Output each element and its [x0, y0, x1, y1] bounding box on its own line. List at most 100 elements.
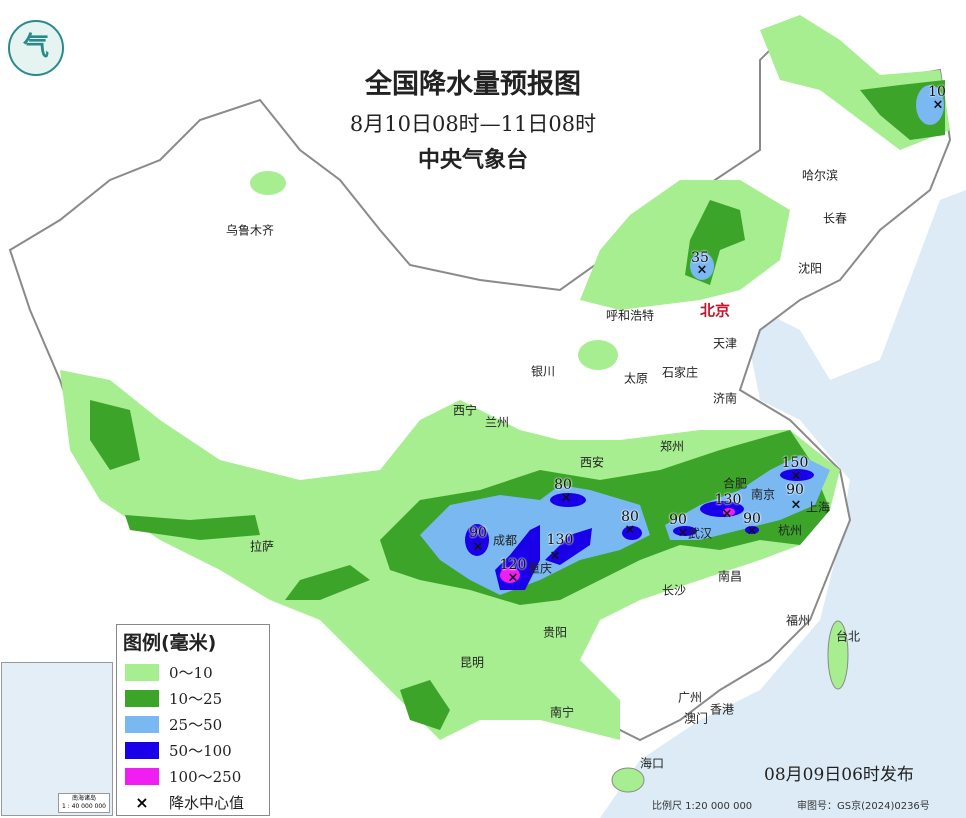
legend-swatch [125, 741, 159, 759]
map-title: 全国降水量预报图 [365, 69, 581, 100]
rain-50-100-h [745, 526, 759, 534]
x-mark-icon: × [549, 548, 561, 564]
city-label: 福州 [785, 613, 811, 628]
x-mark-icon: × [790, 468, 802, 484]
hainan-island [611, 767, 645, 793]
city-label: 兰州 [484, 415, 510, 430]
x-mark-icon: × [790, 497, 802, 513]
legend-item: 0～10 [125, 659, 269, 685]
city-label: 北京 [699, 301, 731, 320]
city-label: 武汉 [687, 526, 713, 541]
city-label: 银川 [530, 364, 556, 379]
x-mark-icon: × [677, 525, 689, 541]
inset-caption: 南海诸岛 1 : 40 000 000 [57, 793, 110, 813]
rain-100-250-b [723, 508, 735, 516]
legend-item: 50～100 [125, 737, 269, 763]
agency-name: 中央气象台 [417, 148, 528, 173]
city-label: 西安 [579, 455, 605, 470]
legend-label: 降水中心值 [169, 793, 245, 812]
legend-label: 0～10 [169, 663, 213, 682]
rain-25-50-north [690, 252, 714, 280]
taiwan-island [827, 620, 849, 690]
rain-center-value: 130 [714, 492, 742, 508]
rain-50-100-a [465, 524, 489, 556]
rain-50-100-i [780, 469, 814, 481]
map-review-number: 审图号：GS京(2024)0236号 [797, 801, 930, 812]
legend-label: 50～100 [169, 741, 232, 760]
rain-center-value: 90 [786, 482, 804, 498]
rain-center-value: 130 [546, 532, 574, 548]
rain-10-25-tibet [90, 400, 140, 470]
city-label: 天津 [712, 336, 738, 351]
rain-center-value: 90 [743, 511, 761, 527]
x-mark-icon: × [746, 523, 758, 539]
city-label: 石家庄 [661, 365, 699, 380]
city-label: 哈尔滨 [801, 168, 839, 183]
inset-scale: 1 : 40 000 000 [61, 803, 106, 810]
legend-label: 100～250 [169, 767, 242, 786]
legend-swatch [125, 663, 159, 681]
x-mark-icon: × [560, 490, 572, 506]
rain-0-10-xinjiang [250, 171, 286, 195]
issued-time: 08月09日06时发布 [764, 765, 914, 785]
city-label: 呼和浩特 [605, 308, 655, 323]
city-label: 上海 [805, 500, 831, 515]
legend-swatch [125, 767, 159, 785]
rain-10-25-tibet-3 [285, 565, 370, 600]
city-label: 西宁 [452, 403, 478, 418]
x-mark-icon: × [721, 506, 733, 522]
legend: 图例(毫米) 0～10 10～25 25～50 50～100 100～250 × 降水中… [116, 624, 270, 816]
legend-item-center: × 降水中心值 [125, 789, 269, 815]
legend-item: 10～25 [125, 685, 269, 711]
city-label: 杭州 [777, 523, 803, 538]
rain-center-value: 150 [781, 455, 809, 471]
legend-swatch [125, 715, 159, 733]
city-label: 香港 [709, 702, 735, 717]
rain-center-value: 35 [691, 250, 709, 266]
city-label: 济南 [712, 391, 738, 406]
south-china-sea-inset: 南海诸岛 1 : 40 000 000 [1, 662, 113, 816]
rain-0-10-shanxi [578, 340, 618, 370]
x-mark-icon: × [696, 262, 708, 278]
cma-logo: 气 [8, 20, 64, 76]
city-label: 太原 [623, 371, 649, 386]
city-label: 重庆 [527, 561, 553, 576]
legend-title: 图例(毫米) [123, 632, 217, 654]
city-label: 长春 [822, 211, 848, 226]
rain-center-value: 90 [669, 512, 687, 528]
rain-25-50-northeast [916, 85, 944, 125]
rain-center-value: 120 [499, 557, 527, 573]
rain-50-100-e [622, 526, 642, 540]
city-label: 澳门 [683, 711, 709, 726]
legend-item: 25～50 [125, 711, 269, 737]
rain-100-250-a [500, 567, 520, 583]
x-mark-icon: × [135, 792, 149, 812]
rain-50-100-c [550, 493, 586, 507]
city-label: 海口 [639, 756, 665, 771]
legend-item: 100～250 [125, 763, 269, 789]
city-label: 乌鲁木齐 [225, 223, 275, 238]
x-mark-icon: × [624, 522, 636, 538]
inset-title: 南海诸岛 [71, 795, 96, 802]
rain-10-25-yunnan [400, 680, 450, 730]
city-label: 合肥 [722, 476, 748, 491]
x-mark-icon: × [507, 570, 519, 586]
city-label: 贵阳 [542, 625, 568, 640]
city-label: 沈阳 [797, 261, 823, 276]
map-scale: 比例尺 1:20 000 000 [652, 801, 753, 812]
x-mark-icon: × [932, 97, 944, 113]
rain-10-25-tibet-2 [125, 515, 260, 540]
city-label: 郑州 [659, 439, 685, 454]
city-label: 台北 [835, 629, 861, 644]
city-label: 南宁 [549, 705, 575, 720]
city-label: 昆明 [459, 655, 485, 670]
city-label: 拉萨 [249, 539, 275, 554]
city-label: 南京 [750, 487, 776, 502]
forecast-period: 8月10日08时—11日08时 [349, 112, 597, 136]
legend-label: 25～50 [169, 715, 223, 734]
sea [600, 190, 966, 818]
city-label: 广州 [677, 690, 703, 705]
rain-center-value: 90 [469, 525, 487, 541]
rain-center-value: 80 [621, 509, 639, 525]
